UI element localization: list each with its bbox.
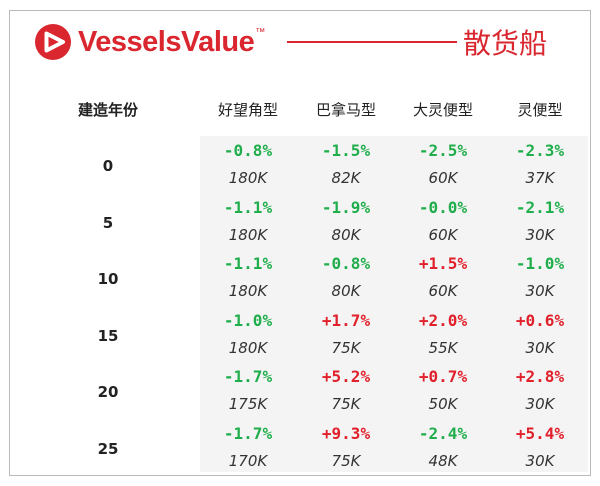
price-cell: 60K [428, 225, 458, 244]
value-change-cell: +1.5% [418, 254, 468, 273]
price-cell: 30K [525, 395, 555, 413]
vessel-category-title: 散货船 [463, 27, 548, 60]
price-cell: 180K [228, 282, 268, 300]
value-change-cell: -2.5% [418, 141, 468, 160]
price-cell: 48K [428, 451, 458, 470]
price-cell: 55K [428, 338, 458, 357]
value-change-cell: +0.6% [515, 310, 565, 330]
column-header-handysize: 灵便型 [517, 101, 563, 119]
brand-name: VesselsValue [78, 25, 255, 58]
value-change-cell: -0.0% [418, 197, 468, 217]
value-change-cell: -2.4% [418, 423, 468, 443]
header: VesselsValue ™ 散货船 [34, 20, 574, 64]
column-header-panamax: 巴拿马型 [315, 101, 376, 119]
build-age-cell: 5 [102, 213, 114, 232]
price-cell: 37K [525, 169, 555, 187]
value-change-cell: +5.2% [321, 367, 371, 386]
build-age-cell: 15 [97, 326, 119, 345]
price-cell: 180K [228, 169, 268, 187]
price-cell: 82K [331, 169, 361, 187]
column-header-capesize: 好望角型 [217, 101, 278, 119]
price-cell: 50K [428, 395, 458, 413]
price-cell: 30K [525, 282, 555, 300]
value-change-cell: -1.1% [223, 254, 273, 273]
value-change-cell: +2.8% [515, 367, 565, 386]
price-cell: 75K [331, 338, 361, 357]
build-age-cell: 25 [97, 439, 119, 458]
trademark-mark: ™ [255, 27, 266, 38]
value-change-cell: -0.8% [321, 254, 371, 273]
column-header-supramax: 大灵便型 [412, 101, 473, 119]
value-change-cell: +9.3% [321, 423, 371, 443]
price-cell: 175K [228, 395, 268, 413]
value-change-cell: -2.1% [515, 197, 565, 217]
value-change-cell: -1.0% [515, 254, 565, 273]
price-cell: 60K [428, 282, 458, 300]
price-cell: 180K [228, 225, 268, 244]
data-area-background [200, 136, 588, 472]
value-change-cell: -1.0% [223, 310, 273, 330]
play-circle-icon [35, 24, 71, 60]
price-cell: 60K [428, 169, 458, 187]
vesselsvalue-logo: VesselsValue ™ [34, 20, 265, 64]
price-cell: 80K [331, 282, 361, 300]
price-cell: 30K [525, 338, 555, 357]
value-change-cell: -0.8% [223, 141, 273, 160]
price-cell: 75K [331, 451, 361, 470]
price-cell: 170K [228, 451, 268, 470]
price-cell: 75K [331, 395, 361, 413]
value-change-cell: -1.5% [321, 141, 371, 160]
price-cell: 30K [525, 225, 555, 244]
build-age-cell: 0 [102, 157, 114, 175]
value-change-cell: -2.3% [515, 141, 565, 160]
value-change-cell: +2.0% [418, 310, 468, 330]
build-age-cell: 10 [97, 270, 119, 288]
value-change-cell: +1.7% [321, 310, 371, 330]
value-change-cell: -1.7% [223, 367, 273, 386]
age-column-header: 建造年份 [77, 101, 138, 119]
build-age-cell: 20 [97, 383, 119, 401]
value-change-cell: +5.4% [515, 423, 565, 443]
price-cell: 80K [331, 225, 361, 244]
price-cell: 180K [228, 338, 268, 357]
value-change-cell: -1.7% [223, 423, 273, 443]
value-change-cell: +0.7% [418, 367, 468, 386]
value-change-cell: -1.9% [321, 197, 371, 217]
value-change-cell: -1.1% [223, 197, 273, 217]
header-divider-line [287, 41, 457, 43]
price-cell: 30K [525, 451, 555, 470]
